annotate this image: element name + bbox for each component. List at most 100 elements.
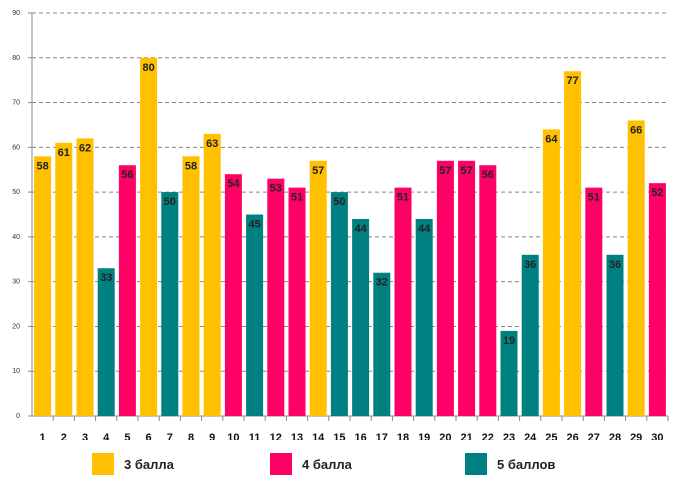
legend-item-5: 5 баллов bbox=[465, 453, 555, 475]
data-label: 32 bbox=[376, 277, 388, 289]
x-tick-label: 4 bbox=[103, 432, 110, 440]
bar-22 bbox=[479, 165, 497, 416]
bar-27 bbox=[585, 187, 603, 416]
bar-15 bbox=[330, 192, 348, 416]
bar-3 bbox=[76, 138, 94, 416]
y-tick-label: 60 bbox=[12, 144, 20, 151]
x-tick-label: 22 bbox=[482, 432, 494, 440]
x-tick-label: 8 bbox=[188, 432, 194, 440]
bar-17 bbox=[373, 272, 391, 416]
y-tick-label: 50 bbox=[12, 189, 20, 196]
data-label: 50 bbox=[333, 196, 345, 208]
legend-swatch-4 bbox=[270, 453, 292, 475]
bar-2 bbox=[55, 142, 73, 416]
data-label: 56 bbox=[482, 169, 494, 181]
x-tick-label: 13 bbox=[291, 432, 303, 440]
data-label: 51 bbox=[588, 192, 600, 204]
x-tick-label: 11 bbox=[249, 432, 261, 440]
data-label: 63 bbox=[206, 138, 218, 150]
data-label: 52 bbox=[651, 187, 663, 199]
bar-10 bbox=[224, 174, 242, 416]
data-label: 50 bbox=[164, 196, 176, 208]
bar-28 bbox=[606, 254, 624, 416]
data-label: 51 bbox=[397, 192, 409, 204]
data-label: 19 bbox=[503, 335, 515, 347]
data-label: 64 bbox=[545, 133, 558, 145]
bar-23 bbox=[500, 330, 518, 416]
bar-chart: 0102030405060708090581612623334565806507… bbox=[12, 10, 669, 440]
y-tick-label: 80 bbox=[12, 55, 20, 62]
y-tick-label: 0 bbox=[16, 413, 20, 420]
bar-19 bbox=[415, 218, 433, 416]
x-tick-label: 1 bbox=[40, 432, 46, 440]
bar-6 bbox=[140, 57, 158, 417]
legend-swatch-5 bbox=[465, 453, 487, 475]
data-label: 33 bbox=[100, 272, 112, 284]
bar-24 bbox=[521, 254, 539, 416]
x-tick-label: 5 bbox=[124, 432, 130, 440]
x-tick-label: 27 bbox=[588, 432, 600, 440]
bar-12 bbox=[267, 178, 285, 416]
data-label: 51 bbox=[291, 192, 303, 204]
data-label: 61 bbox=[58, 147, 70, 159]
x-tick-label: 7 bbox=[167, 432, 173, 440]
data-label: 45 bbox=[248, 219, 260, 231]
data-label: 57 bbox=[439, 165, 451, 177]
bar-29 bbox=[627, 120, 645, 416]
legend-label-4: 4 балла bbox=[302, 456, 352, 472]
data-label: 57 bbox=[312, 165, 324, 177]
x-tick-label: 24 bbox=[524, 432, 537, 440]
data-label: 80 bbox=[142, 62, 154, 74]
data-label: 77 bbox=[566, 75, 578, 87]
bar-20 bbox=[436, 160, 454, 416]
y-tick-label: 40 bbox=[12, 234, 20, 241]
x-tick-label: 28 bbox=[609, 432, 621, 440]
legend-label-5: 5 баллов bbox=[497, 456, 556, 472]
bar-9 bbox=[203, 133, 221, 416]
x-tick-label: 18 bbox=[397, 432, 409, 440]
data-label: 44 bbox=[418, 223, 431, 235]
data-label: 66 bbox=[630, 124, 642, 136]
data-label: 44 bbox=[354, 223, 367, 235]
x-tick-label: 23 bbox=[503, 432, 515, 440]
legend-label-3: 3 балла bbox=[124, 456, 174, 472]
bar-7 bbox=[161, 192, 179, 416]
data-label: 62 bbox=[79, 142, 91, 154]
data-label: 53 bbox=[270, 183, 282, 195]
x-tick-label: 29 bbox=[630, 432, 642, 440]
y-tick-label: 30 bbox=[12, 279, 20, 286]
bar-16 bbox=[352, 218, 370, 416]
data-label: 36 bbox=[524, 259, 536, 271]
bar-14 bbox=[309, 160, 327, 416]
data-label: 56 bbox=[121, 169, 133, 181]
bar-21 bbox=[458, 160, 476, 416]
x-tick-label: 15 bbox=[333, 432, 345, 440]
y-tick-label: 90 bbox=[12, 10, 20, 17]
bar-18 bbox=[394, 187, 412, 416]
data-label: 36 bbox=[609, 259, 621, 271]
bar-11 bbox=[246, 214, 264, 416]
x-tick-label: 12 bbox=[270, 432, 282, 440]
bar-26 bbox=[564, 71, 582, 416]
data-label: 57 bbox=[460, 165, 472, 177]
data-label: 58 bbox=[185, 160, 197, 172]
bar-1 bbox=[34, 156, 52, 417]
bar-4 bbox=[97, 268, 115, 416]
legend-item-4: 4 балла bbox=[270, 453, 352, 475]
x-tick-label: 25 bbox=[545, 432, 557, 440]
x-tick-label: 3 bbox=[82, 432, 88, 440]
legend-item-3: 3 балла bbox=[92, 453, 174, 475]
bar-30 bbox=[648, 183, 666, 416]
x-tick-label: 30 bbox=[651, 432, 663, 440]
x-tick-label: 21 bbox=[460, 432, 472, 440]
x-tick-label: 9 bbox=[209, 432, 215, 440]
x-tick-label: 16 bbox=[354, 432, 366, 440]
bar-8 bbox=[182, 156, 200, 417]
x-tick-label: 20 bbox=[439, 432, 451, 440]
x-tick-label: 10 bbox=[227, 432, 239, 440]
y-tick-label: 70 bbox=[12, 100, 20, 107]
legend-swatch-3 bbox=[92, 453, 114, 475]
y-tick-label: 20 bbox=[12, 323, 20, 330]
bar-13 bbox=[288, 187, 306, 416]
x-tick-label: 6 bbox=[146, 432, 152, 440]
